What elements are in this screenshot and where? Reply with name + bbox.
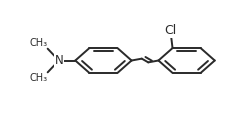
Text: CH₃: CH₃ [29,73,47,83]
Text: CH₃: CH₃ [29,38,47,48]
Text: Cl: Cl [164,24,176,37]
Text: N: N [55,54,64,67]
